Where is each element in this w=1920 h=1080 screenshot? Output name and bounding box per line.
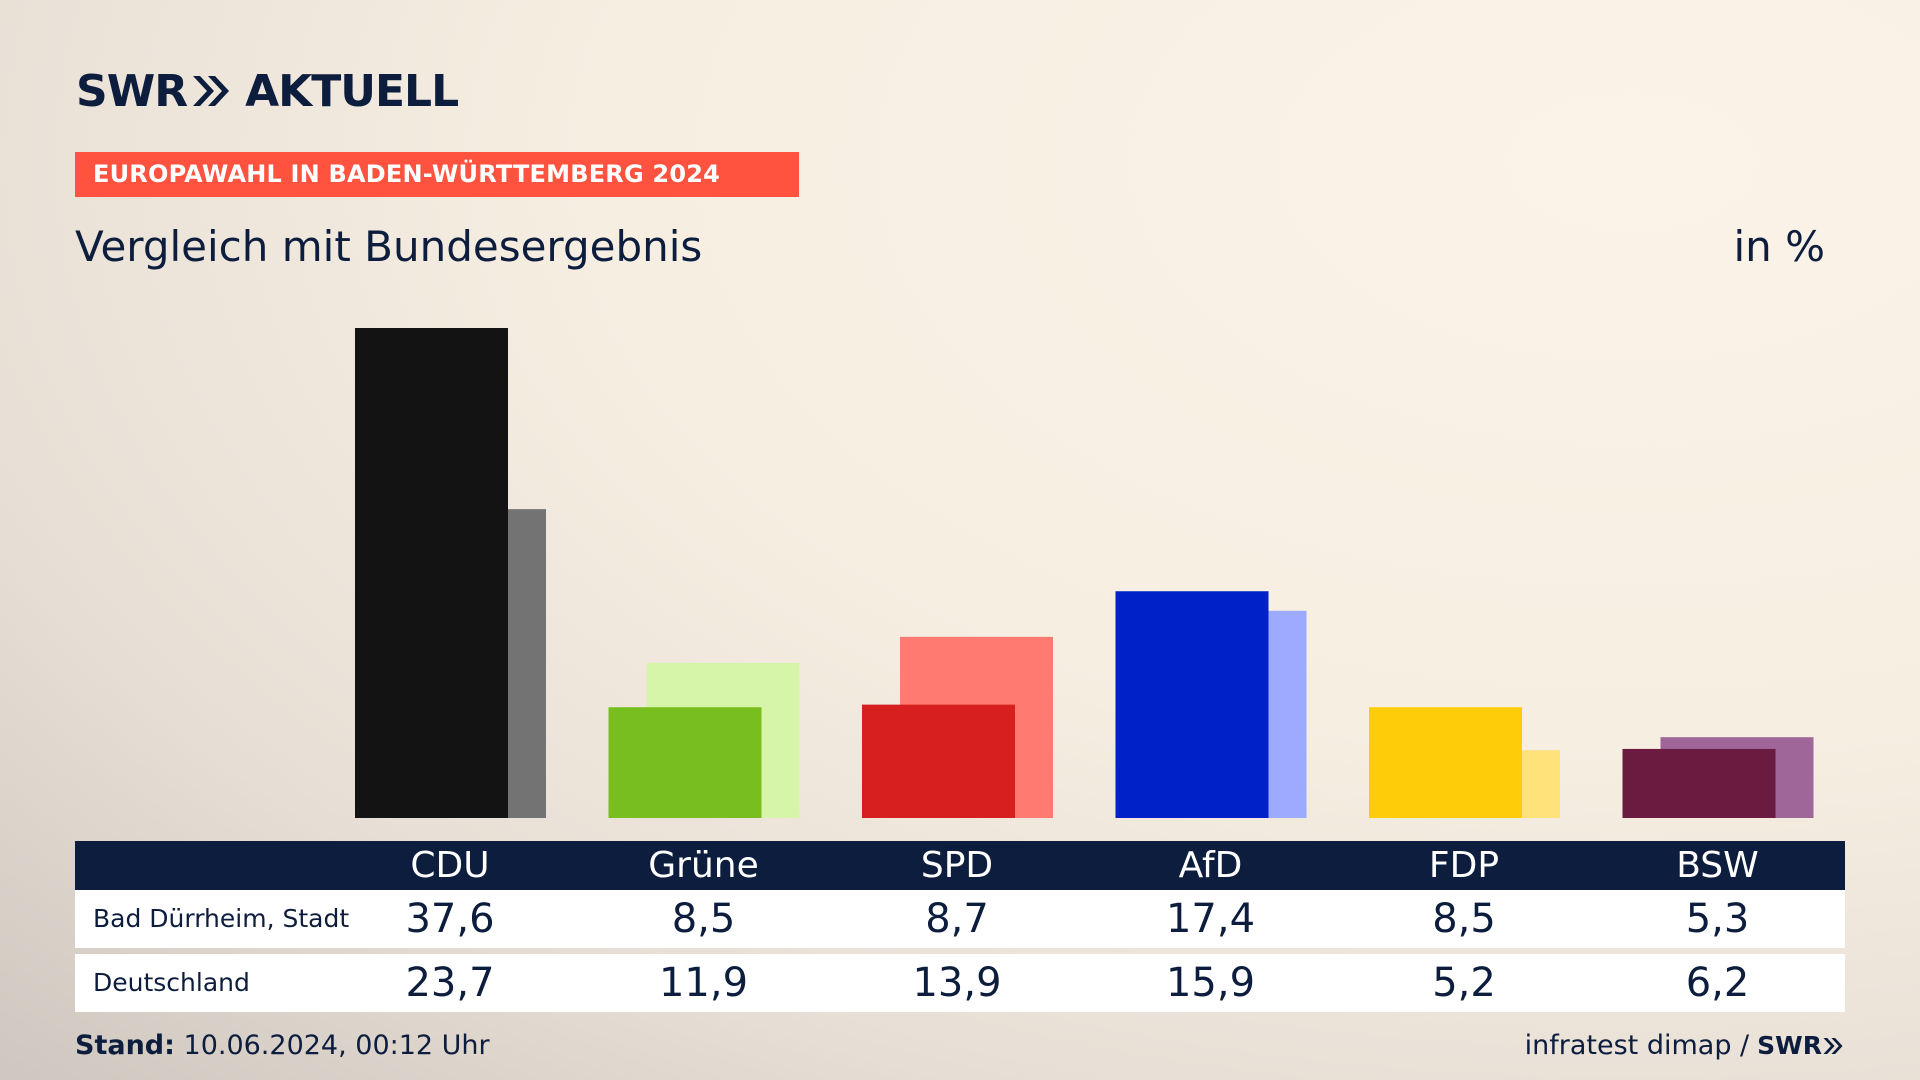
bar-local-spd	[862, 704, 1015, 818]
bar-local-fdp	[1369, 707, 1522, 818]
bar-local-afd	[1115, 591, 1269, 818]
swr-footer-logo: SWR	[1757, 1031, 1844, 1060]
value-cell: 5,3	[1685, 896, 1750, 942]
value-cell: 15,9	[1165, 960, 1256, 1006]
header-bsw: BSW	[1676, 845, 1759, 886]
source-text: infratest dimap /	[1524, 1030, 1750, 1061]
logo-swr-text: SWR	[76, 65, 188, 117]
bar-local-grüne	[608, 707, 762, 818]
value-cell: 5,2	[1432, 960, 1496, 1006]
value-cell: 13,9	[912, 960, 1002, 1006]
header-spd: SPD	[920, 845, 994, 886]
header-fdp: FDP	[1428, 845, 1500, 886]
bar-chart	[355, 328, 1814, 818]
row-label: Bad Dürrheim, Stadt	[93, 904, 350, 933]
row-label: Deutschland	[93, 968, 250, 997]
footer-logo-text: SWR	[1757, 1031, 1822, 1060]
swr-aktuell-logo: SWR AKTUELL	[76, 65, 459, 117]
bar-local-cdu	[355, 328, 508, 818]
value-cell: 23,7	[405, 960, 495, 1006]
value-cell: 8,5	[671, 896, 736, 942]
election-badge: EUROPAWAHL IN BADEN-WÜRTTEMBERG 2024	[75, 152, 799, 197]
stand-label: Stand:	[75, 1030, 175, 1061]
results-table: CDU Grüne SPD AfD FDP BSW Bad Dürrheim, Stadt…	[75, 841, 1845, 1012]
stand-value: 10.06.2024, 00:12 Uhr	[183, 1030, 490, 1061]
value-cell: 8,5	[1432, 896, 1496, 942]
table-row: Bad Dürrheim, Stadt 37,6 8,5 8,7 17,4 8,5 5,3	[75, 890, 1845, 948]
source-credit: infratest dimap / SWR	[1525, 1030, 1844, 1061]
value-cell: 37,6	[405, 896, 495, 942]
chart-subtitle: Vergleich mit Bundesergebnis	[75, 222, 703, 271]
header-afd: AfD	[1178, 845, 1243, 886]
value-cell: 6,2	[1685, 960, 1750, 1006]
table-header-row: CDU Grüne SPD AfD FDP BSW	[75, 841, 1845, 890]
value-cell: 11,9	[658, 960, 749, 1006]
table-row: Deutschland 23,7 11,9 13,9 15,9 5,2 6,2	[75, 954, 1845, 1012]
logo-aktuell-text: AKTUELL	[245, 65, 459, 117]
header-cdu: CDU	[410, 845, 490, 886]
double-chevron-icon	[191, 74, 231, 108]
unit-label: in %	[1733, 222, 1825, 271]
timestamp: Stand: 10.06.2024, 00:12 Uhr	[75, 1030, 490, 1061]
header-grüne: Grüne	[648, 845, 759, 886]
value-cell: 17,4	[1165, 896, 1256, 942]
bar-local-bsw	[1622, 748, 1776, 818]
double-chevron-icon	[1823, 1037, 1843, 1054]
value-cell: 8,7	[925, 896, 989, 942]
